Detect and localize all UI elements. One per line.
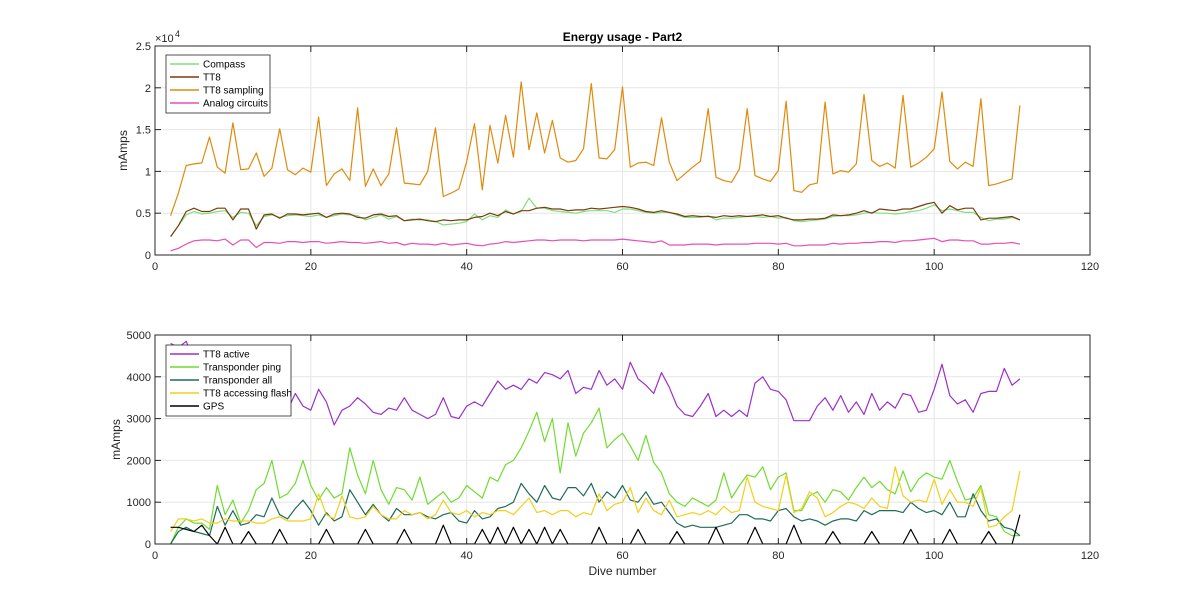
x-tick-label: 60	[616, 261, 628, 273]
bottom-chart-panel: 0 20 40 60 80 100 120 0 1000 2000 3000 4000 5000 mAmp…	[109, 330, 1099, 578]
chart-title: Energy usage - Part2	[563, 30, 683, 44]
y-tick-label: 3000	[127, 414, 151, 426]
legend-entry: TT8 sampling	[203, 86, 264, 97]
x-tick-label: 80	[772, 261, 784, 273]
series-line-tt8	[170, 201, 1021, 237]
y-axis-label: mAmps	[116, 130, 130, 171]
x-tick-label: 60	[616, 550, 628, 562]
x-tick-label: 40	[461, 550, 473, 562]
y-axis-label: mAmps	[109, 419, 123, 460]
x-axis-label: Dive number	[588, 564, 656, 578]
x-tick-label: 120	[1081, 261, 1099, 273]
x-tick-label: 20	[305, 550, 317, 562]
y-exponent-label: ×10	[155, 33, 174, 45]
x-tick-label: 100	[925, 261, 943, 273]
series-line-transponder-ping	[170, 407, 1020, 544]
x-tick-label: 80	[772, 550, 784, 562]
y-tick-label: 0	[145, 539, 151, 551]
y-tick-label: 1	[145, 166, 151, 178]
top-chart-panel: 0 20 40 60 80 100 120 0 0.5 1 1.5 2 2.5 ×10 4 Energy us…	[116, 29, 1099, 273]
y-tick-label: 0.5	[136, 208, 151, 220]
legend-entry: Transponder ping	[203, 363, 281, 374]
legend-entry: TT8 active	[203, 350, 250, 361]
series-line-tt8-accessing-flash	[170, 466, 1021, 532]
legend: Compass TT8 TT8 sampling Analog circuits	[165, 54, 271, 114]
x-tick-label: 120	[1081, 550, 1099, 562]
y-exponent-power: 4	[175, 29, 180, 39]
legend: TT8 active Transponder ping Transponder al…	[165, 344, 292, 417]
series-line-gps	[170, 514, 1021, 544]
x-tick-label: 100	[925, 550, 943, 562]
series-group	[170, 81, 1021, 252]
legend-entry: Transponder all	[203, 376, 272, 387]
y-tick-label: 2	[145, 83, 151, 95]
legend-entry: GPS	[203, 402, 224, 413]
series-line-compass	[170, 197, 1021, 237]
y-tick-label: 2.5	[136, 41, 151, 53]
x-tick-label: 40	[461, 261, 473, 273]
legend-entry: TT8 accessing flash	[203, 389, 292, 400]
legend-entry: Compass	[203, 60, 245, 71]
y-tick-label: 1.5	[136, 125, 151, 137]
series-line-analog-circuits	[170, 237, 1021, 252]
y-tick-label: 0	[145, 250, 151, 262]
legend-entry: Analog circuits	[203, 99, 268, 110]
x-tick-label: 0	[152, 550, 158, 562]
series-group	[170, 340, 1021, 544]
series-line-tt8-sampling	[170, 81, 1021, 216]
series-line-tt8-active	[170, 340, 1021, 426]
y-tick-label: 2000	[127, 455, 151, 467]
x-tick-label: 20	[305, 261, 317, 273]
y-tick-label: 1000	[127, 497, 151, 509]
x-tick-label: 0	[152, 261, 158, 273]
y-tick-label: 4000	[127, 372, 151, 384]
y-tick-label: 5000	[127, 330, 151, 342]
legend-entry: TT8	[203, 73, 221, 84]
